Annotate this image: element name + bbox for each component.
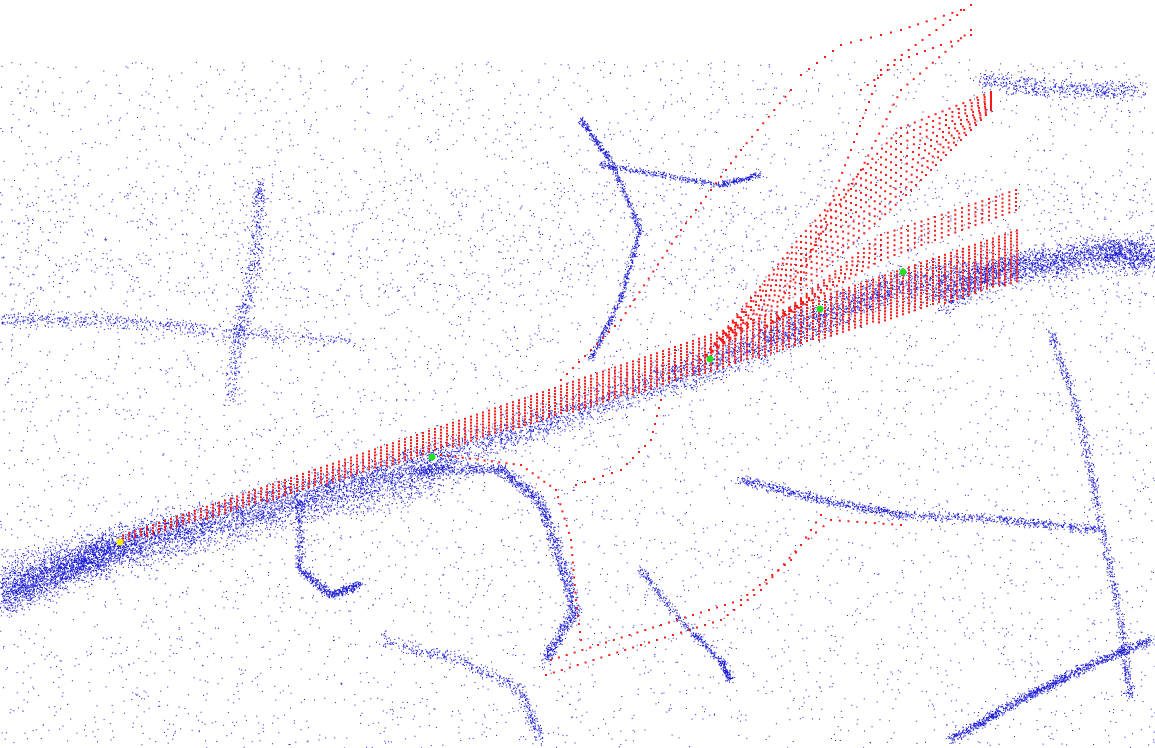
- keyframe-marker: [816, 305, 824, 313]
- keyframe-marker: [428, 453, 436, 461]
- markers: [116, 268, 907, 546]
- map-point-cloud: [0, 59, 1155, 748]
- keyframe-marker: [706, 355, 714, 363]
- map-points: [0, 59, 1155, 748]
- start-marker: [116, 538, 124, 546]
- keyframe-marker: [899, 268, 907, 276]
- camera-trajectory: [122, 4, 1018, 676]
- trajectory-points: [122, 4, 1018, 676]
